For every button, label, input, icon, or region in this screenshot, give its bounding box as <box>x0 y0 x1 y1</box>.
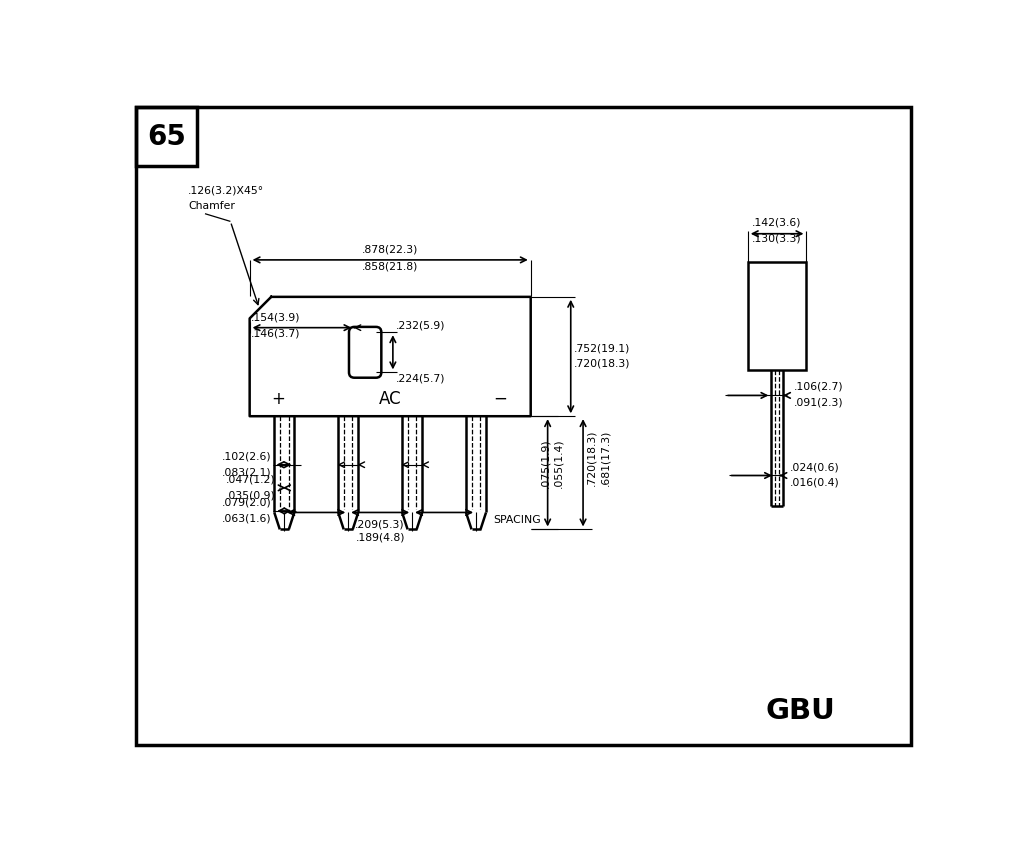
Text: AC: AC <box>379 389 402 408</box>
Text: SPACING: SPACING <box>493 515 541 525</box>
Text: .189(4.8): .189(4.8) <box>356 533 405 543</box>
Text: .106(2.7): .106(2.7) <box>794 382 843 392</box>
Text: .146(3.7): .146(3.7) <box>250 328 299 338</box>
Text: .063(1.6): .063(1.6) <box>222 514 272 523</box>
Text: .016(0.4): .016(0.4) <box>790 478 840 488</box>
Text: .091(2.3): .091(2.3) <box>794 398 843 408</box>
Bar <box>748 262 806 370</box>
Text: .102(2.6): .102(2.6) <box>222 452 272 462</box>
Text: .142(3.6): .142(3.6) <box>752 218 802 228</box>
Text: .232(5.9): .232(5.9) <box>396 321 446 331</box>
Text: .154(3.9): .154(3.9) <box>250 312 299 322</box>
Text: .720(18.3): .720(18.3) <box>587 429 596 485</box>
Text: .130(3.3): .130(3.3) <box>752 233 802 243</box>
Text: .047(1.2): .047(1.2) <box>226 474 276 484</box>
Text: GBU: GBU <box>765 697 835 725</box>
Text: .035(0.9): .035(0.9) <box>226 490 276 500</box>
Text: .024(0.6): .024(0.6) <box>790 462 840 472</box>
Text: .224(5.7): .224(5.7) <box>396 374 446 384</box>
Bar <box>137 107 196 166</box>
Text: +: + <box>271 389 285 408</box>
Text: .055(1.4): .055(1.4) <box>554 439 564 489</box>
Text: −: − <box>493 389 507 408</box>
Text: .720(18.3): .720(18.3) <box>573 359 631 369</box>
Text: .075(1.9): .075(1.9) <box>540 439 550 489</box>
Text: .858(21.8): .858(21.8) <box>362 261 418 271</box>
Text: .126(3.2)X45°: .126(3.2)X45° <box>188 186 264 196</box>
Text: .209(5.3): .209(5.3) <box>356 520 405 530</box>
Text: .083(2.1): .083(2.1) <box>222 468 272 478</box>
Text: .878(22.3): .878(22.3) <box>362 245 418 255</box>
Text: .681(17.3): .681(17.3) <box>600 430 610 485</box>
Text: 65: 65 <box>147 122 186 151</box>
Text: .752(19.1): .752(19.1) <box>573 343 631 353</box>
Text: .079(2.0): .079(2.0) <box>222 497 272 507</box>
Text: Chamfer: Chamfer <box>188 201 235 211</box>
